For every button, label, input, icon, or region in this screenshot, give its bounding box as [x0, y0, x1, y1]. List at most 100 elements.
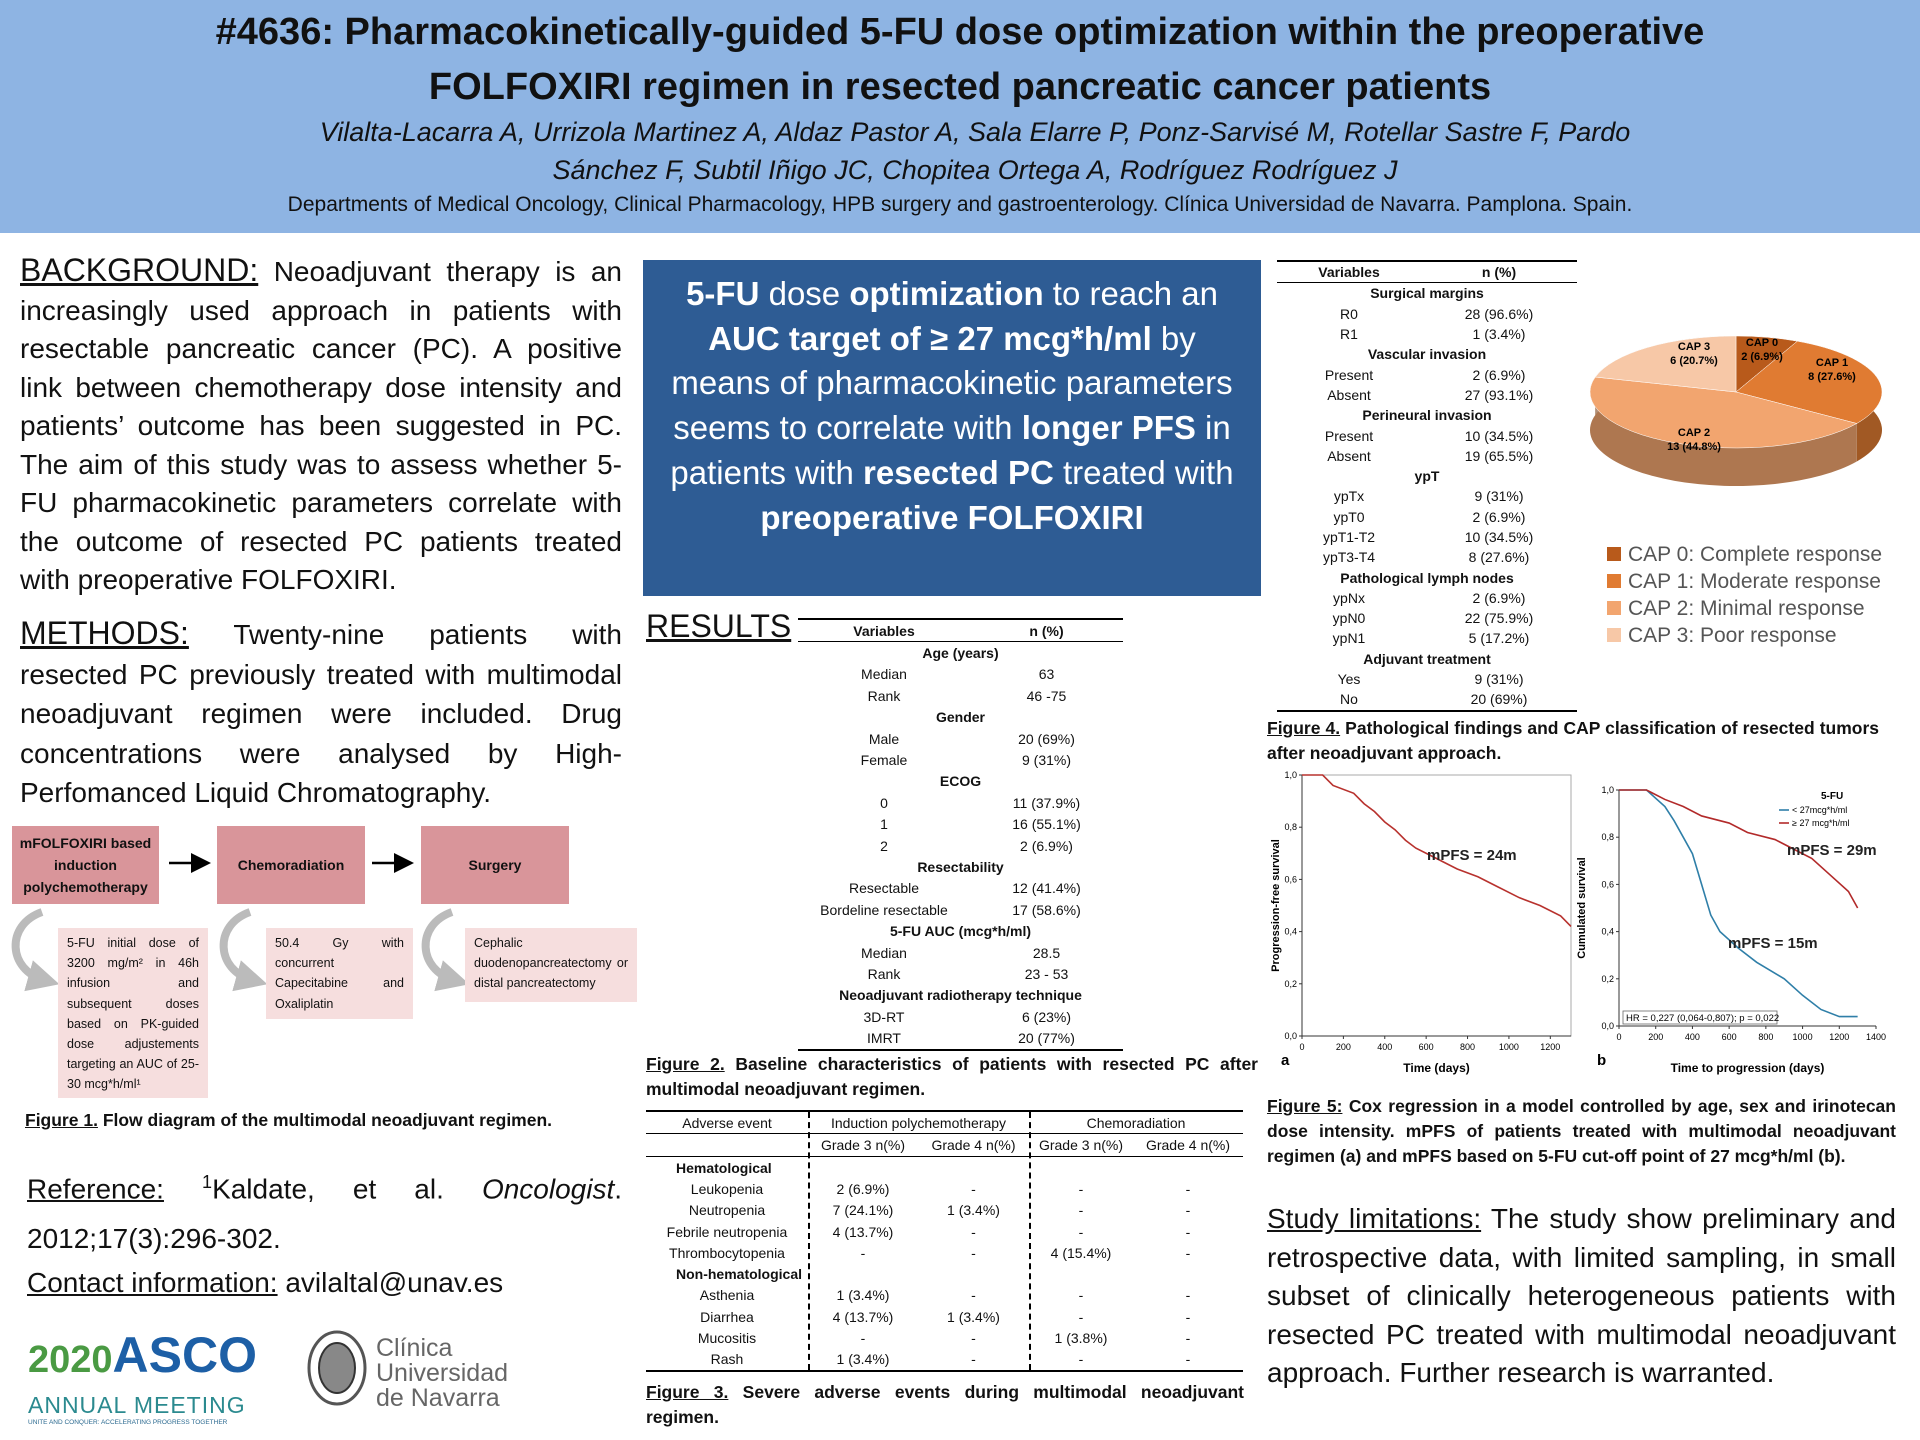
table-cell: No	[1340, 691, 1358, 708]
data-table: Variables n (%) Surgical margins R0 28 (96.6…	[1277, 260, 1577, 712]
table-header-cell: Grade 4 n(%)	[931, 1137, 1016, 1153]
superscript: 1	[202, 1172, 213, 1192]
slice-value-label: 6 (20.7%)	[1670, 355, 1718, 367]
table-cell: 9 (31%)	[1474, 488, 1524, 505]
caption-text: Baseline characteristics of patients wit…	[646, 1054, 1258, 1099]
table-cell: -	[1185, 1330, 1191, 1347]
reference-label: Reference:	[27, 1173, 164, 1205]
logo-tagline: UNITE AND CONQUER: ACCELERATING PROGRESS…	[28, 1419, 228, 1426]
table-row: Median 63	[798, 664, 1123, 685]
table-cell: Resectable	[848, 880, 920, 897]
table-header-cell: Grade 3 n(%)	[820, 1137, 906, 1153]
table-cell: 9 (31%)	[1474, 671, 1524, 688]
table-cell: 16 (55.1%)	[1012, 816, 1081, 833]
y-tick-label: 0,4	[1284, 927, 1297, 937]
table-cell: ypN1	[1332, 630, 1366, 647]
logo-wordmark: 2020ASCO	[28, 1330, 268, 1393]
slice-label: CAP 0	[1746, 337, 1778, 349]
table-cell: Asthenia	[699, 1287, 755, 1304]
y-tick-label: 0,2	[1284, 979, 1297, 989]
hr-annotation: HR = 0,227 (0,064-0,807); p = 0,022	[1626, 1013, 1779, 1024]
table-row: Rank 46 -75	[798, 685, 1123, 706]
table-cell: 4 (13.7%)	[832, 1308, 894, 1325]
table-cell: 63	[1038, 666, 1055, 683]
table-row: Adjuvant treatment	[1277, 649, 1577, 669]
x-tick-label: 1200	[1540, 1042, 1560, 1052]
curved-arrow	[219, 908, 268, 992]
table-cell: 1 (3.4%)	[836, 1287, 890, 1304]
table-cell: -	[1185, 1244, 1191, 1261]
flow-step: Surgery	[421, 826, 569, 904]
curved-arrow	[11, 908, 60, 992]
message-segment: to reach an	[1043, 275, 1218, 312]
flow-note: Cephalic duodenopancreatectomy or distal…	[465, 928, 637, 1002]
message-segment: treated with	[1053, 453, 1234, 491]
y-tick-label: 0,8	[1601, 832, 1614, 842]
logo-org: ASCO	[112, 1327, 258, 1383]
table-cell: Absent	[1327, 386, 1371, 403]
table-cell: 9 (31%)	[1021, 752, 1072, 769]
table-cell: 6 (23%)	[1021, 1008, 1072, 1025]
table-cell: Thrombocytopenia	[669, 1244, 785, 1261]
table-section: Gender	[935, 709, 985, 726]
x-tick-label: 1000	[1499, 1042, 1519, 1052]
table-cell: 7 (24.1%)	[832, 1202, 894, 1219]
table-row: ypTx 9 (31%)	[1277, 486, 1577, 506]
median-annotation: mPFS = 29m	[1787, 842, 1877, 859]
flow-note: 5-FU initial dose of 3200 mg/m² in 46h i…	[58, 928, 208, 1098]
methods-section: METHODS: Twenty-nine patients with resec…	[20, 614, 622, 813]
table-section: ypT	[1414, 468, 1440, 485]
table-cell: ypT1-T2	[1322, 529, 1376, 545]
table-row: Asthenia 1 (3.4%) - - -	[646, 1285, 1243, 1306]
table-cell: R0	[1340, 305, 1358, 322]
table-row: Hematological	[646, 1157, 1243, 1178]
table-cell: -	[860, 1330, 866, 1347]
table-cell: 2 (6.9%)	[1472, 366, 1526, 383]
paragraph: Twenty-nine patients with resected PC pr…	[20, 619, 622, 808]
contact-label: Contact information:	[27, 1267, 278, 1298]
table-row: ypT	[1277, 466, 1577, 486]
x-tick-label: 800	[1460, 1042, 1475, 1052]
table-row: Mucositis - - 1 (3.8%) -	[646, 1327, 1243, 1348]
table-cell: Median	[861, 666, 907, 683]
table-row: Median 28.5	[798, 942, 1123, 963]
table-section: Adjuvant treatment	[1363, 650, 1491, 667]
section-heading: METHODS:	[20, 615, 189, 651]
reference: Reference: 1Kaldate, et al. Oncologist. …	[27, 1157, 622, 1264]
caption-text: Flow diagram of the multimodal neoadjuva…	[102, 1110, 553, 1130]
table-header-cell: Variables	[853, 622, 915, 639]
table-cell: 27 (93.1%)	[1464, 386, 1534, 403]
table-row: Female 9 (31%)	[798, 749, 1123, 770]
table-cell: 11 (37.9%)	[1012, 794, 1081, 811]
table-cell: 10 (34.5%)	[1464, 427, 1534, 444]
panel-label: b	[1597, 1052, 1606, 1069]
table-cell: 17 (58.6%)	[1012, 901, 1081, 918]
data-table: Variables n (%) Age (years) Median 63 Rank 46 …	[798, 618, 1123, 1051]
table-row: Yes 9 (31%)	[1277, 669, 1577, 689]
table-section: ECOG	[939, 773, 982, 790]
caption-label: Figure 5:	[1267, 1096, 1343, 1116]
slice-label: CAP 3	[1678, 341, 1710, 353]
x-tick-label: 600	[1722, 1032, 1737, 1042]
table-row: Bordeline resectable 17 (58.6%)	[798, 899, 1123, 920]
table-cell: 2 (6.9%)	[1472, 508, 1526, 525]
table-row: Present 10 (34.5%)	[1277, 425, 1577, 445]
table-section: Age (years)	[922, 645, 999, 662]
table-row: Male 20 (69%)	[798, 728, 1123, 749]
table-row: ypT0 2 (6.9%)	[1277, 507, 1577, 527]
y-tick-label: 1,0	[1601, 785, 1614, 795]
x-tick-label: 0	[1616, 1032, 1621, 1042]
table-cell: 1 (3.4%)	[836, 1351, 890, 1368]
figure-caption: Figure 1. Flow diagram of the multimodal…	[25, 1108, 625, 1133]
x-axis-label: Time (days)	[1403, 1061, 1469, 1075]
table-cell: 2 (6.9%)	[1020, 837, 1073, 854]
y-tick-label: 0,4	[1601, 927, 1614, 937]
table-row: Absent 19 (65.5%)	[1277, 446, 1577, 466]
table-cell: 20 (69%)	[1470, 691, 1528, 708]
results-heading: RESULTS	[646, 608, 792, 644]
table-cell: 1	[880, 816, 888, 833]
table-row: R0 28 (96.6%)	[1277, 304, 1577, 324]
x-tick-label: 0	[1299, 1042, 1304, 1052]
table-header-row: Variables n (%)	[1277, 262, 1577, 284]
